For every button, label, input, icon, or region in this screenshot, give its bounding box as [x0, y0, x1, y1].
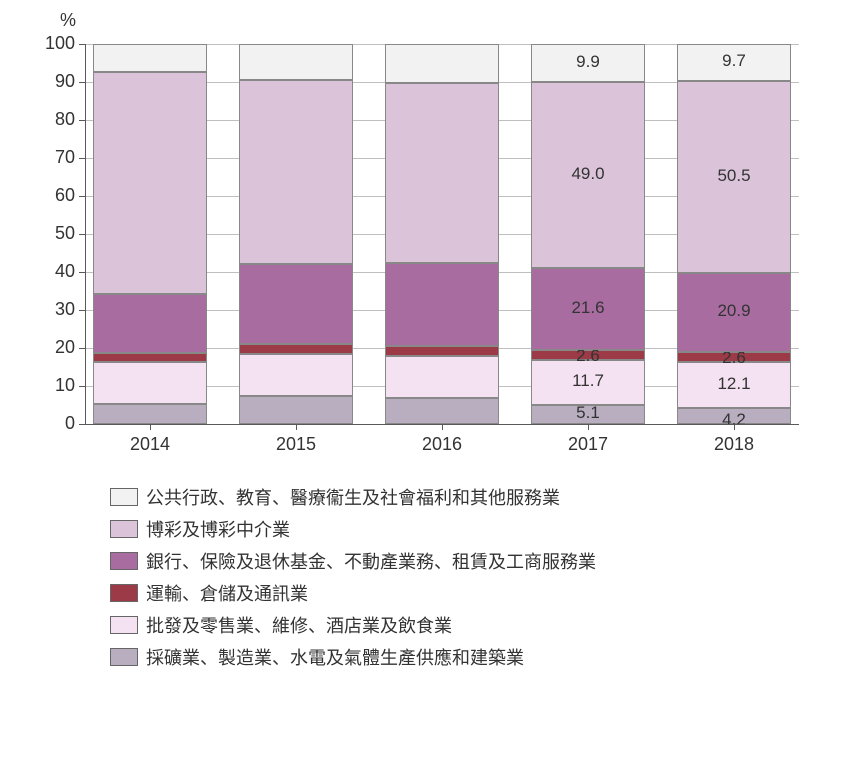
seg-mining	[531, 405, 645, 424]
x-tick-label: 2016	[385, 434, 499, 455]
x-tick-label: 2014	[93, 434, 207, 455]
y-tick-label: 0	[25, 413, 75, 434]
y-tick-label: 50	[25, 223, 75, 244]
seg-wholesale	[531, 360, 645, 404]
bar-2016	[385, 44, 499, 424]
x-tick-label: 2015	[239, 434, 353, 455]
legend-item-gaming: 博彩及博彩中介業	[110, 516, 596, 542]
stacked-bar-chart: % 5.111.72.621.649.09.9 4.212.12.620.950.…	[0, 0, 841, 757]
x-tick-label: 2018	[677, 434, 791, 455]
bar-2018: 4.212.12.620.950.59.7	[677, 44, 791, 424]
y-tick-label: 70	[25, 147, 75, 168]
legend-label: 公共行政、教育、醫療衞生及社會福利和其他服務業	[146, 484, 560, 510]
y-tick-label: 40	[25, 261, 75, 282]
seg-gaming	[93, 72, 207, 294]
seg-transport	[385, 346, 499, 356]
y-tick-label: 100	[25, 33, 75, 54]
seg-public	[239, 44, 353, 80]
legend-swatch	[110, 552, 138, 570]
seg-banking	[93, 294, 207, 353]
seg-transport	[239, 344, 353, 354]
x-tick-label: 2017	[531, 434, 645, 455]
y-tick-label: 10	[25, 375, 75, 396]
seg-public	[385, 44, 499, 83]
plot-area: 5.111.72.621.649.09.9 4.212.12.620.950.59…	[85, 44, 799, 424]
seg-public	[531, 44, 645, 82]
seg-gaming	[677, 81, 791, 273]
legend-swatch	[110, 488, 138, 506]
seg-banking	[531, 268, 645, 350]
y-axis-unit: %	[60, 10, 76, 31]
seg-mining	[93, 404, 207, 424]
bar-2015	[239, 44, 353, 424]
legend-item-mining: 採礦業、製造業、水電及氣體生產供應和建築業	[110, 644, 596, 670]
seg-public	[677, 44, 791, 81]
seg-transport	[93, 353, 207, 362]
legend-item-transport: 運輸、倉儲及通訊業	[110, 580, 596, 606]
seg-transport	[531, 350, 645, 360]
seg-banking	[677, 273, 791, 352]
seg-public	[93, 44, 207, 72]
legend-swatch	[110, 520, 138, 538]
legend-label: 運輸、倉儲及通訊業	[146, 580, 308, 606]
seg-banking	[385, 263, 499, 347]
seg-wholesale	[385, 356, 499, 399]
bar-2014	[93, 44, 207, 424]
legend-label: 採礦業、製造業、水電及氣體生產供應和建築業	[146, 644, 524, 670]
y-tick-label: 30	[25, 299, 75, 320]
legend-item-banking: 銀行、保險及退休基金、不動產業務、租賃及工商服務業	[110, 548, 596, 574]
seg-mining	[385, 398, 499, 424]
legend-item-wholesale: 批發及零售業、維修、酒店業及飲食業	[110, 612, 596, 638]
seg-wholesale	[239, 354, 353, 396]
seg-gaming	[239, 80, 353, 264]
legend-label: 博彩及博彩中介業	[146, 516, 290, 542]
legend-swatch	[110, 648, 138, 666]
bar-2017: 5.111.72.621.649.09.9	[531, 44, 645, 424]
seg-wholesale	[93, 362, 207, 404]
legend-item-public: 公共行政、教育、醫療衞生及社會福利和其他服務業	[110, 484, 596, 510]
seg-banking	[239, 264, 353, 344]
legend: 公共行政、教育、醫療衞生及社會福利和其他服務業博彩及博彩中介業銀行、保險及退休基…	[110, 478, 596, 676]
y-tick-label: 80	[25, 109, 75, 130]
seg-wholesale	[677, 362, 791, 408]
legend-label: 銀行、保險及退休基金、不動產業務、租賃及工商服務業	[146, 548, 596, 574]
y-axis-line	[85, 44, 86, 424]
legend-swatch	[110, 584, 138, 602]
y-tick-label: 90	[25, 71, 75, 92]
x-axis-line	[85, 424, 799, 425]
legend-label: 批發及零售業、維修、酒店業及飲食業	[146, 612, 452, 638]
y-tick-label: 60	[25, 185, 75, 206]
seg-mining	[677, 408, 791, 424]
seg-gaming	[385, 83, 499, 262]
legend-swatch	[110, 616, 138, 634]
seg-mining	[239, 396, 353, 425]
seg-transport	[677, 352, 791, 362]
y-tick-label: 20	[25, 337, 75, 358]
seg-gaming	[531, 82, 645, 268]
